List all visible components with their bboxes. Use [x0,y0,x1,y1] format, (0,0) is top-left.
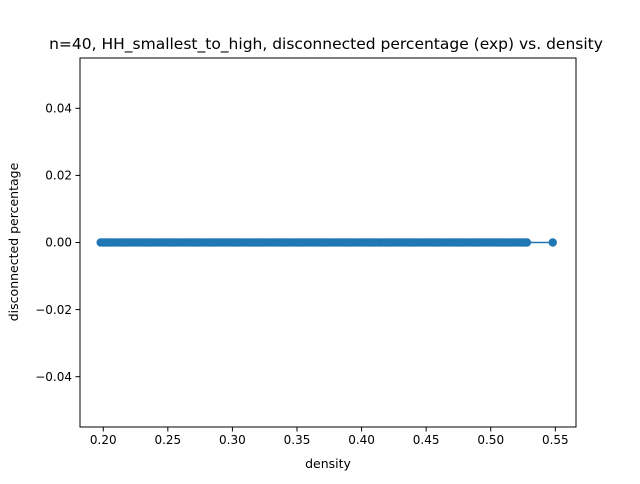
y-axis: −0.04 −0.02 0.00 0.02 0.04 [35,102,80,384]
x-tick-label: 0.25 [154,433,181,447]
x-tick-label: 0.30 [219,433,246,447]
x-axis: 0.20 0.25 0.30 0.35 0.40 0.45 0.50 0.55 [90,427,569,447]
x-tick-label: 0.35 [284,433,311,447]
y-axis-label: disconnected percentage [6,162,21,321]
x-tick-label: 0.40 [348,433,375,447]
y-tick-label: 0.02 [45,169,72,183]
y-tick-label: 0.04 [45,102,72,116]
y-tick-label: −0.02 [35,303,72,317]
x-tick-label: 0.20 [90,433,117,447]
chart-title: n=40, HH_smallest_to_high, disconnected … [49,35,603,54]
data-point-outlier [548,238,557,247]
x-tick-label: 0.55 [542,433,569,447]
x-tick-label: 0.45 [413,433,440,447]
y-tick-label: −0.04 [35,370,72,384]
y-tick-label: 0.00 [45,236,72,250]
data-point [522,238,532,247]
x-axis-label: density [305,456,351,471]
plot-marks [96,238,557,247]
x-tick-label: 0.50 [477,433,504,447]
